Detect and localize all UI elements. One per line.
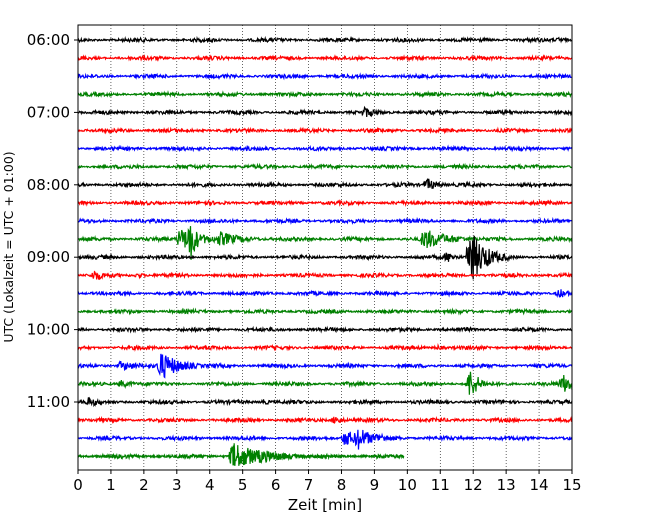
trace-line — [77, 270, 573, 281]
trace-line — [77, 371, 573, 395]
x-tick-label: 3 — [172, 476, 182, 494]
trace-line — [77, 35, 573, 44]
y-tick-label: 10:00 — [27, 321, 70, 339]
trace-line — [77, 72, 573, 81]
trace-line — [77, 289, 573, 299]
trace-line — [77, 415, 573, 425]
x-tick-label: 10 — [398, 476, 417, 494]
x-tick-label: 12 — [464, 476, 483, 494]
x-axis-label: Zeit [min] — [288, 496, 362, 514]
x-tick-label: 4 — [205, 476, 215, 494]
x-tick-label: 8 — [337, 476, 347, 494]
x-axis-ticks: 0 1 2 3 4 5 6 7 8 9 10 11 12 13 14 15 — [73, 470, 582, 494]
x-tick-label: 0 — [73, 476, 83, 494]
y-tick-label: 09:00 — [27, 248, 70, 266]
x-tick-label: 9 — [370, 476, 380, 494]
trace-line — [77, 226, 573, 260]
y-tick-label: 06:00 — [27, 31, 70, 49]
plot-frame — [77, 24, 573, 471]
x-tick-label: 5 — [238, 476, 248, 494]
trace-line — [77, 90, 573, 99]
y-axis-ticks: 06:00 07:00 08:00 09:00 10:00 11:00 — [27, 31, 78, 411]
trace-line — [77, 396, 573, 408]
y-tick-label: 08:00 — [27, 176, 70, 194]
trace-line — [77, 343, 573, 352]
trace-line — [77, 325, 573, 334]
trace-line — [77, 353, 573, 379]
x-tick-label: 11 — [431, 476, 450, 494]
x-tick-label: 2 — [139, 476, 149, 494]
trace-line — [77, 162, 573, 171]
x-tick-label: 7 — [304, 476, 314, 494]
trace-line — [77, 198, 573, 207]
trace-line — [77, 307, 573, 316]
x-tick-label: 6 — [271, 476, 281, 494]
trace-line — [77, 235, 573, 280]
trace-line — [77, 54, 573, 63]
y-tick-label: 07:00 — [27, 103, 70, 121]
trace-line — [77, 429, 573, 450]
x-tick-label: 13 — [497, 476, 516, 494]
trace-line — [77, 144, 573, 153]
y-tick-label: 11:00 — [27, 393, 70, 411]
trace-line — [77, 126, 573, 135]
x-tick-label: 14 — [530, 476, 549, 494]
trace-line — [77, 216, 573, 225]
trace-line — [77, 105, 573, 118]
trace-line — [77, 443, 405, 466]
x-tick-label: 15 — [562, 476, 581, 494]
trace-line — [77, 178, 573, 189]
seismic-traces — [77, 35, 573, 466]
y-axis-label: UTC (Lokalzeit = UTC + 01:00) — [1, 151, 16, 342]
x-tick-label: 1 — [106, 476, 116, 494]
